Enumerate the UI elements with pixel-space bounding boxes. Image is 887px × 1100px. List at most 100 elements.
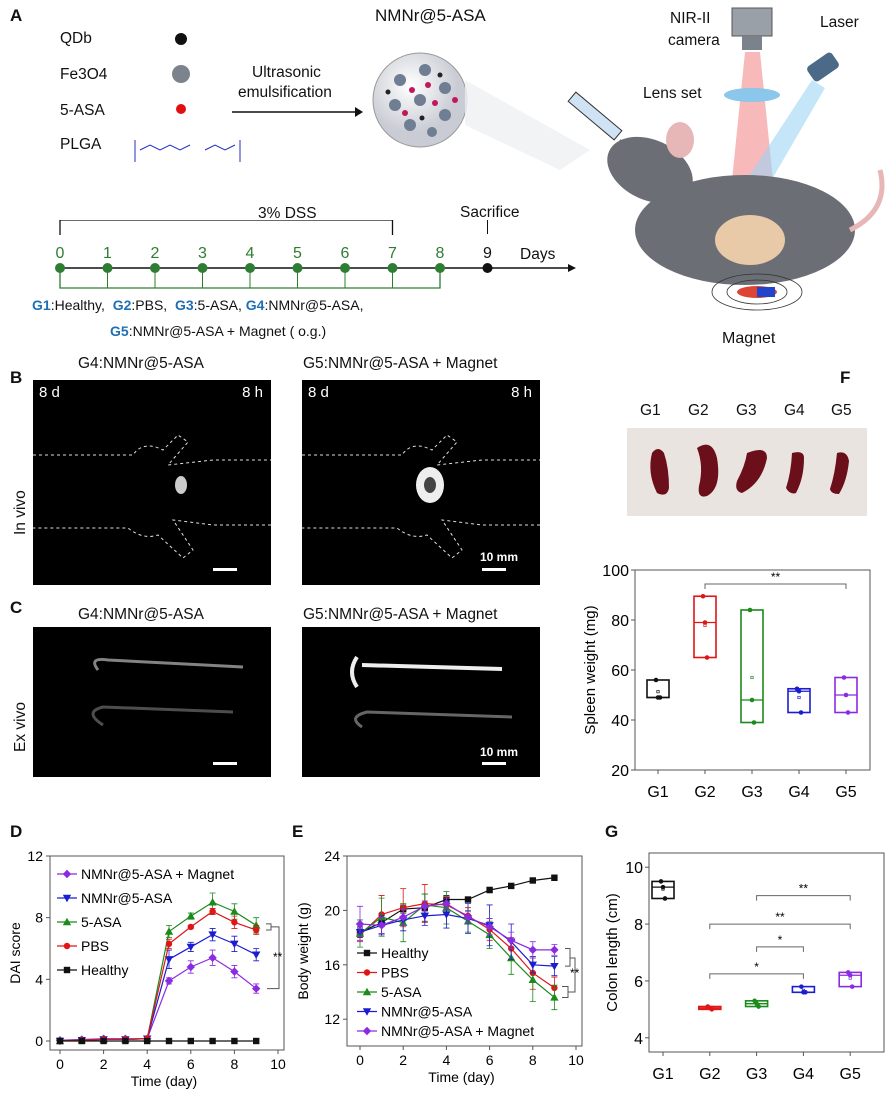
- day-dot: [150, 263, 160, 273]
- series-pbs: [356, 884, 558, 1000]
- y-tick-label: 12: [27, 848, 43, 864]
- marker-triangle-down: [420, 912, 429, 921]
- marker-triangle-down: [186, 943, 195, 952]
- days-label: Days: [520, 246, 556, 263]
- significance-bracket: [709, 973, 804, 979]
- panel-label-d: D: [10, 822, 23, 841]
- group-legend-line-2: G5:NMNr@5-ASA + Magnet ( o.g.): [110, 323, 326, 339]
- series-line: [359, 904, 555, 998]
- day-dot: [387, 263, 398, 273]
- in-vivo-image-g5: 8 d 8 h 10 mm: [302, 380, 540, 585]
- x-axis-label: Time (day): [131, 1073, 197, 1089]
- dss-label: 3% DSS: [258, 205, 317, 222]
- group-id: G4: [245, 297, 265, 313]
- marker-circle: [363, 969, 371, 976]
- y-tick-label: 4: [35, 971, 43, 987]
- qdb-icon: [175, 33, 187, 45]
- nanoparticle-sphere: [372, 52, 468, 148]
- panel-label-b: B: [10, 368, 23, 387]
- y-tick-label: 16: [324, 957, 340, 973]
- x-tick-label: 4: [143, 1056, 151, 1072]
- legend-label: PBS: [381, 965, 409, 981]
- box-g4: [787, 686, 811, 715]
- plot-frame: [346, 855, 583, 1047]
- x-tick-label: 6: [486, 1052, 494, 1068]
- box-g4: [791, 984, 816, 995]
- mean-marker: [656, 690, 660, 694]
- day-label: 8 d: [39, 384, 60, 401]
- marker-diamond: [62, 869, 72, 879]
- marker-triangle-down: [252, 951, 261, 959]
- plot-frame: [49, 855, 285, 1051]
- data-point: [657, 695, 663, 700]
- data-point: [660, 884, 666, 890]
- marker-triangle-up: [528, 975, 537, 983]
- y-tick-label: 80: [611, 613, 629, 630]
- group-name: :5-ASA,: [193, 297, 242, 313]
- x-tick-label: G3: [741, 784, 762, 801]
- x-tick-label: G1: [652, 1066, 673, 1083]
- scale-bar: [482, 568, 506, 571]
- y-tick-label: 60: [611, 663, 629, 680]
- box-g1: [646, 677, 670, 700]
- day-dot: [340, 263, 350, 273]
- marker-diamond: [230, 967, 239, 976]
- box-g2: [698, 1004, 722, 1012]
- y-tick-label: 8: [634, 917, 643, 934]
- y-axis-label: Colon length (cm): [604, 893, 621, 1011]
- marker-triangle-up: [252, 921, 261, 929]
- y-tick-label: 8: [35, 910, 43, 926]
- y-tick-label: 6: [634, 974, 643, 991]
- ex-vivo-image-g5: 10 mm: [302, 627, 540, 777]
- marker-triangle-up: [550, 993, 559, 1001]
- x-tick-label: 8: [529, 1052, 537, 1068]
- y-tick-label: 40: [611, 713, 629, 730]
- spleen-label: G5: [831, 402, 852, 419]
- box: [740, 609, 764, 724]
- marker-square: [231, 1037, 238, 1045]
- in-vivo-image-g4: 8 d 8 h: [33, 380, 271, 585]
- data-point: [658, 879, 664, 884]
- marker-square: [529, 877, 536, 884]
- x-tick-label: G5: [840, 1066, 861, 1083]
- component-qdb: QDb: [60, 30, 92, 47]
- series-line: [359, 913, 555, 967]
- x-tick-label: 2: [399, 1052, 407, 1068]
- marker-diamond: [355, 919, 365, 929]
- data-point: [798, 710, 804, 715]
- series-line: [359, 877, 555, 933]
- y-tick-label: 20: [611, 763, 629, 780]
- marker-circle: [165, 940, 173, 948]
- data-point: [847, 972, 853, 978]
- marker-diamond: [528, 945, 537, 955]
- legend-label: Healthy: [381, 945, 428, 961]
- x-tick-label: 6: [187, 1056, 195, 1072]
- group-name: :NMNr@5-ASA,: [264, 297, 364, 313]
- box-g2: [693, 593, 717, 660]
- significance-bracket: [756, 895, 851, 901]
- day-number: 4: [246, 245, 255, 262]
- marker-triangle-up: [362, 987, 372, 996]
- laser-icon: [807, 52, 839, 82]
- x-tick-label: G2: [694, 784, 715, 801]
- y-axis-label: DAI score: [7, 922, 23, 984]
- marker-square: [551, 874, 558, 881]
- x-tick-label: 10: [568, 1052, 584, 1068]
- laser-beam: [740, 80, 825, 200]
- significance-bracket: [704, 583, 847, 589]
- y-tick-label: 24: [324, 848, 340, 864]
- c-row-label: Ex vivo: [12, 702, 29, 752]
- group-id: G3: [174, 297, 194, 313]
- spleen-photo: [627, 428, 867, 516]
- mean-marker: [750, 675, 754, 680]
- y-tick-label: 12: [324, 1011, 340, 1027]
- data-point: [709, 1007, 715, 1012]
- data-point: [702, 620, 708, 625]
- day-number: 7: [388, 245, 397, 262]
- box-g5: [834, 675, 858, 715]
- marker-square: [209, 1037, 216, 1045]
- day-number: 5: [293, 245, 302, 262]
- spleen-label: G3: [736, 402, 757, 419]
- box-g5: [838, 970, 862, 989]
